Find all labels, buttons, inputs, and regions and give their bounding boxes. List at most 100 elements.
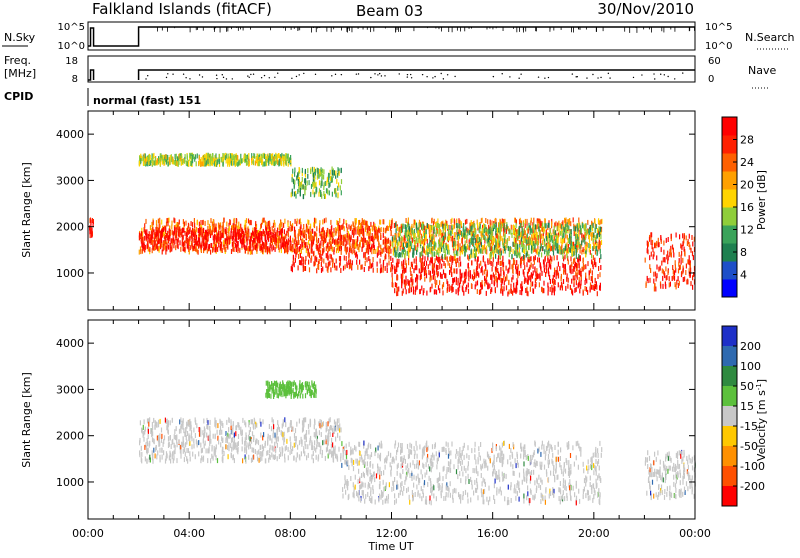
range-cell xyxy=(450,254,452,260)
range-cell xyxy=(438,246,440,252)
range-cell xyxy=(200,220,202,225)
range-cell xyxy=(449,230,451,236)
range-cell xyxy=(471,228,473,234)
range-cell xyxy=(430,257,432,263)
range-cell xyxy=(520,223,522,228)
range-cell xyxy=(223,154,225,160)
range-cell xyxy=(433,262,435,268)
nave-tick-top: 60 xyxy=(708,56,721,67)
range-cell xyxy=(519,217,521,223)
range-cell xyxy=(308,180,310,186)
range-cell xyxy=(238,225,240,231)
range-cell xyxy=(585,223,587,229)
range-cell xyxy=(280,161,283,167)
range-cell xyxy=(175,153,177,159)
range-cell xyxy=(207,236,209,242)
range-cell xyxy=(278,225,280,230)
range-cell xyxy=(297,189,299,194)
range-cell xyxy=(431,264,433,270)
range-cell xyxy=(314,256,316,262)
range-cell xyxy=(349,245,351,251)
range-cell xyxy=(172,159,174,165)
range-cell xyxy=(160,231,163,237)
range-cell xyxy=(327,267,329,273)
range-cell xyxy=(366,257,368,263)
range-cell xyxy=(326,180,328,186)
range-cell xyxy=(163,225,165,231)
range-cell xyxy=(164,237,166,243)
range-cell xyxy=(158,238,160,244)
range-cell xyxy=(271,159,273,164)
range-cell xyxy=(190,156,192,161)
range-cell xyxy=(210,218,212,224)
range-cell xyxy=(485,278,487,284)
range-cell xyxy=(517,273,519,279)
range-cell xyxy=(539,218,541,224)
range-cell xyxy=(192,154,194,160)
range-cell xyxy=(194,246,196,252)
range-cell xyxy=(499,254,501,260)
range-cell xyxy=(287,232,289,238)
range-cell xyxy=(510,224,512,230)
range-cell xyxy=(198,155,200,161)
range-cell xyxy=(221,157,223,163)
range-cell xyxy=(573,251,575,257)
range-cell xyxy=(532,222,534,228)
range-cell xyxy=(453,241,455,247)
range-cell xyxy=(312,181,314,187)
range-cell xyxy=(429,235,432,240)
range-cell xyxy=(298,260,301,265)
range-cell xyxy=(490,261,492,266)
range-cell xyxy=(213,227,216,233)
range-cell xyxy=(543,262,545,268)
range-cell xyxy=(209,233,212,238)
range-cell xyxy=(329,241,331,246)
range-cell xyxy=(340,268,342,273)
range-cell xyxy=(156,244,158,250)
range-cell xyxy=(255,241,257,247)
range-cell xyxy=(433,267,435,273)
range-cell xyxy=(473,276,475,281)
range-cell xyxy=(302,232,304,238)
range-cell xyxy=(322,226,324,232)
range-cell xyxy=(287,242,289,248)
range-cell xyxy=(535,248,537,254)
range-cell xyxy=(452,278,454,284)
range-cell xyxy=(242,239,244,245)
range-cell xyxy=(658,266,660,272)
range-cell xyxy=(230,234,232,240)
range-cell xyxy=(545,272,547,277)
range-cell xyxy=(211,243,213,248)
range-cell xyxy=(394,288,396,294)
range-cell xyxy=(256,153,258,159)
range-cell xyxy=(149,160,152,166)
range-cell xyxy=(492,272,494,278)
range-cell xyxy=(481,284,483,290)
range-cell xyxy=(168,217,170,223)
range-cell xyxy=(505,238,507,244)
freq-panel: Freq. [MHz] 18 8 60 0 Nave xyxy=(4,54,776,89)
range-cell xyxy=(690,281,692,287)
range-cell xyxy=(269,246,271,252)
range-cell xyxy=(170,238,172,244)
range-cell xyxy=(260,160,263,166)
range-cell xyxy=(191,236,193,242)
range-cell xyxy=(501,279,503,285)
range-cell xyxy=(330,267,332,273)
range-cell xyxy=(159,235,161,241)
range-cell xyxy=(459,224,461,229)
range-cell xyxy=(541,270,543,276)
range-cell xyxy=(594,249,597,255)
range-cell xyxy=(460,276,462,282)
range-cell xyxy=(173,159,175,165)
range-cell xyxy=(393,223,395,228)
range-cell xyxy=(205,243,207,249)
range-cell xyxy=(160,156,162,162)
range-cell xyxy=(271,225,273,231)
range-cell xyxy=(599,220,601,226)
range-cell xyxy=(205,240,207,246)
range-cell xyxy=(457,277,459,283)
range-cell xyxy=(296,175,298,181)
range-cell xyxy=(665,283,667,289)
range-cell xyxy=(512,274,514,280)
